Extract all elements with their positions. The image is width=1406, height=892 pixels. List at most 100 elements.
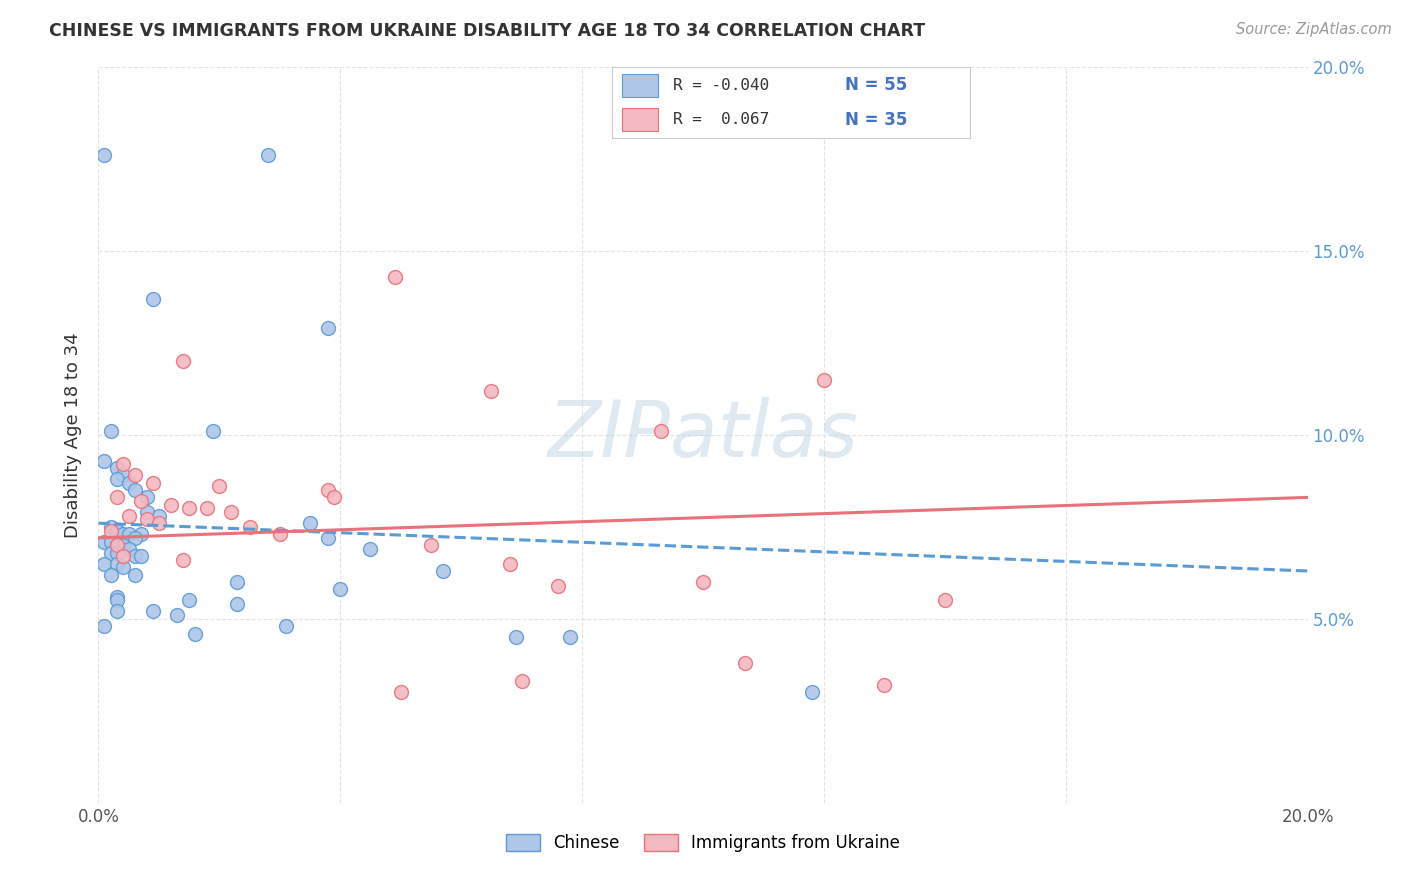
Point (93, 534, 115, 549)
Point (118, 475, 141, 490)
Point (384, 269, 406, 284)
Point (100, 424, 122, 438)
Point (118, 527, 141, 541)
Point (172, 354, 194, 368)
Point (269, 527, 291, 541)
Point (105, 524, 128, 538)
Point (142, 292, 165, 306)
Text: R = -0.040: R = -0.040 (672, 78, 769, 93)
Text: N = 35: N = 35 (845, 111, 907, 128)
Point (239, 520, 262, 534)
Point (105, 472, 128, 486)
Point (105, 590, 128, 604)
Point (111, 468, 134, 483)
Point (420, 538, 443, 552)
Point (329, 582, 352, 597)
Point (135, 512, 157, 526)
Point (813, 373, 835, 387)
Point (179, 593, 201, 607)
Point (129, 494, 152, 508)
Point (299, 516, 322, 530)
Point (93, 148, 115, 162)
Point (100, 534, 122, 549)
Point (111, 457, 134, 471)
Point (111, 527, 134, 541)
Point (100, 567, 122, 582)
Point (105, 461, 128, 475)
Point (160, 498, 183, 512)
Point (105, 593, 128, 607)
Point (179, 501, 201, 516)
Point (498, 557, 520, 571)
Point (650, 424, 672, 438)
Text: N = 55: N = 55 (845, 77, 907, 95)
Point (124, 468, 146, 483)
Point (360, 541, 382, 556)
Point (547, 579, 569, 593)
Point (800, 685, 823, 699)
Text: Source: ZipAtlas.com: Source: ZipAtlas.com (1236, 22, 1392, 37)
Point (100, 545, 122, 560)
Point (105, 605, 128, 619)
Text: ZIPatlas: ZIPatlas (547, 397, 859, 473)
Point (692, 575, 714, 590)
Point (93, 557, 115, 571)
Point (142, 475, 165, 490)
Point (166, 608, 188, 623)
Point (100, 524, 122, 538)
Point (873, 678, 896, 692)
Point (184, 626, 207, 640)
Point (105, 524, 128, 538)
Point (226, 597, 249, 611)
Point (323, 491, 346, 505)
Text: R =  0.067: R = 0.067 (672, 112, 769, 128)
Point (734, 656, 756, 670)
Point (105, 538, 128, 552)
Legend: Chinese, Immigrants from Ukraine: Chinese, Immigrants from Ukraine (498, 826, 908, 861)
Point (389, 685, 412, 699)
Point (172, 553, 194, 567)
Point (148, 508, 170, 523)
Point (111, 560, 134, 574)
Point (256, 148, 278, 162)
Point (274, 619, 297, 633)
Point (316, 531, 339, 545)
Point (226, 575, 249, 590)
Point (105, 545, 128, 560)
Point (118, 508, 141, 523)
Point (505, 630, 527, 644)
Point (93, 619, 115, 633)
Point (316, 321, 339, 335)
Point (124, 531, 146, 545)
Point (148, 516, 170, 530)
Point (135, 491, 157, 505)
Point (208, 479, 231, 493)
Point (558, 630, 581, 644)
Point (93, 453, 115, 467)
Y-axis label: Disability Age 18 to 34: Disability Age 18 to 34 (65, 332, 83, 538)
Point (202, 424, 225, 438)
Point (934, 593, 956, 607)
Point (316, 483, 339, 497)
Point (111, 538, 134, 552)
Point (195, 501, 218, 516)
Point (135, 505, 157, 519)
Point (432, 564, 454, 578)
Point (105, 557, 128, 571)
Point (105, 538, 128, 552)
Point (142, 605, 165, 619)
Point (118, 541, 141, 556)
Point (124, 483, 146, 497)
Point (100, 520, 122, 534)
Bar (623, 108, 658, 131)
Point (481, 384, 503, 398)
Point (129, 549, 152, 564)
Text: CHINESE VS IMMIGRANTS FROM UKRAINE DISABILITY AGE 18 TO 34 CORRELATION CHART: CHINESE VS IMMIGRANTS FROM UKRAINE DISAB… (49, 22, 925, 40)
Point (510, 674, 533, 689)
Point (124, 549, 146, 564)
Point (111, 549, 134, 564)
Point (129, 527, 152, 541)
Point (105, 491, 128, 505)
Point (221, 505, 243, 519)
Point (124, 567, 146, 582)
